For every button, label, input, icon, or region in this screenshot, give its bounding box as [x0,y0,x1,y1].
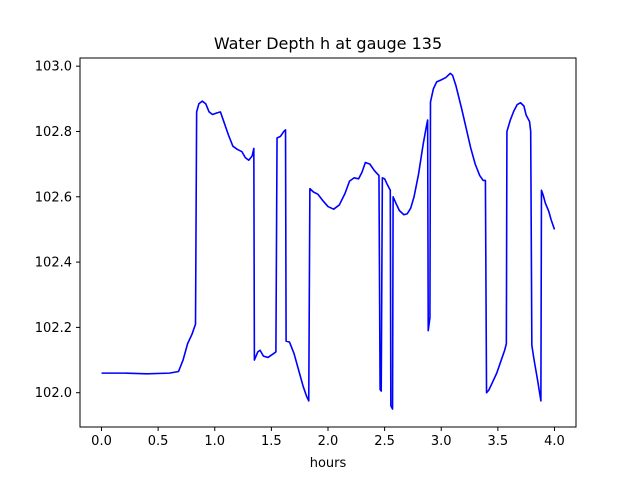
y-tick-label: 102.4 [35,256,72,271]
y-tick-label: 102.2 [35,321,72,336]
x-tick-label: 2.0 [318,434,339,449]
series-layer [101,72,556,410]
x-tick-label: 3.0 [431,434,452,449]
x-tick-label: 3.5 [488,434,509,449]
chart-title: Water Depth h at gauge 135 [214,34,442,53]
y-axis-ticks: 102.0 102.2 102.4 102.6 102.8 103.0 [35,60,80,401]
x-tick-label: 2.5 [374,434,395,449]
x-tick-label: 1.0 [204,434,225,449]
y-tick-label: 102.0 [35,386,72,401]
x-axis-label: hours [310,456,347,471]
x-tick-label: 0.0 [91,434,112,449]
x-tick-label: 1.5 [261,434,282,449]
y-tick-label: 102.6 [35,190,72,205]
y-tick-label: 103.0 [35,60,72,75]
x-tick-label: 0.5 [148,434,169,449]
x-tick-label: 4.0 [544,434,565,449]
plot-area: 0.0 0.5 1.0 1.5 2.0 2.5 3.0 3.5 4.0 102.0102.210… [35,57,577,449]
series-line-0 [101,72,556,410]
x-axis-ticks: 0.0 0.5 1.0 1.5 2.0 2.5 3.0 3.5 4.0 [91,427,565,449]
y-tick-label: 102.8 [35,125,72,140]
axes-background [80,58,576,427]
